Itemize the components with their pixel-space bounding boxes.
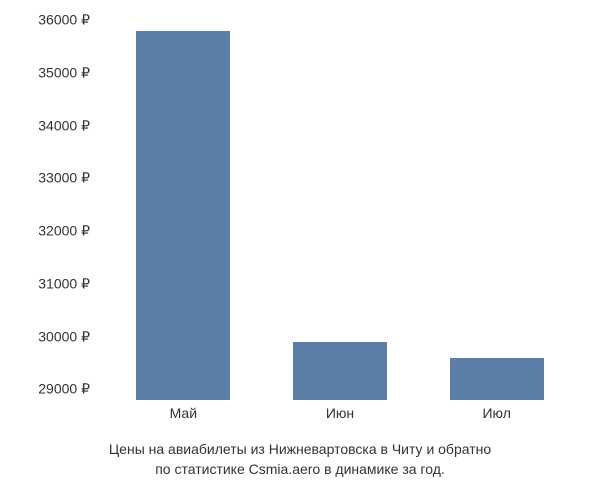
x-tick-label: Май [170,405,197,421]
caption-line-2: по статистике Csmia.aero в динамике за г… [155,461,445,477]
caption-line-1: Цены на авиабилеты из Нижневартовска в Ч… [109,441,491,457]
x-axis: Май Июн Июл [105,405,575,430]
chart-caption: Цены на авиабилеты из Нижневартовска в Ч… [0,440,600,479]
bar [293,342,387,400]
bar [450,358,544,400]
y-tick-label: 36000 ₽ [38,12,90,29]
bar [136,31,230,400]
y-tick-label: 29000 ₽ [38,381,90,398]
price-chart: 29000 ₽ 30000 ₽ 31000 ₽ 32000 ₽ 33000 ₽ 34000… [0,0,600,500]
y-tick-label: 35000 ₽ [38,64,90,81]
y-tick-label: 34000 ₽ [38,117,90,134]
y-axis: 29000 ₽ 30000 ₽ 31000 ₽ 32000 ₽ 33000 ₽ 34000… [0,20,100,400]
x-tick-label: Июл [482,405,510,421]
y-tick-label: 33000 ₽ [38,170,90,187]
x-tick-label: Июн [326,405,354,421]
y-tick-label: 32000 ₽ [38,223,90,240]
y-tick-label: 31000 ₽ [38,275,90,292]
y-tick-label: 30000 ₽ [38,328,90,345]
plot-area [105,20,575,400]
